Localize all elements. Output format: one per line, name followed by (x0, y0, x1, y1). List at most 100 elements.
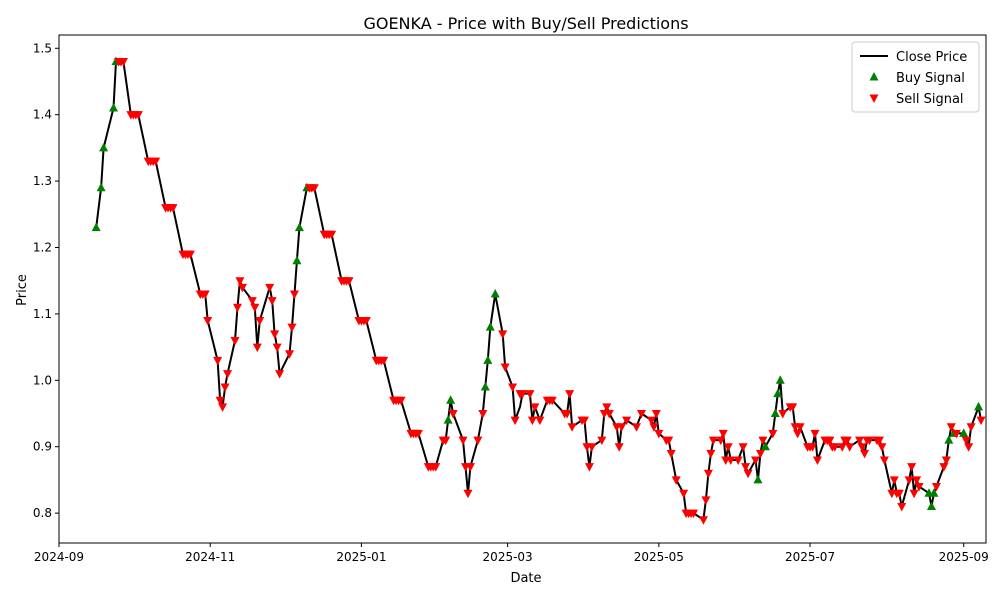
sell-signal-marker (941, 456, 951, 465)
sell-signal-marker (285, 350, 295, 359)
sell-signal-marker (708, 436, 718, 446)
y-axis: 0.8 0.9 1.0 1.1 1.2 1.3 1.4 1.5 (33, 41, 59, 520)
sell-signal-marker (671, 476, 681, 485)
sell-signal-marker (151, 157, 161, 167)
x-axis-label: Date (510, 571, 541, 586)
close-price-line (95, 60, 982, 521)
legend-label: Close Price (896, 50, 967, 65)
sell-signal-marker (904, 476, 914, 485)
sell-signal-marker (463, 489, 473, 499)
sell-signal-marker (879, 456, 889, 465)
sell-signal-marker (327, 230, 337, 240)
sell-signal-marker (939, 463, 949, 472)
sell-signal-marker (632, 423, 642, 432)
buy-signal-marker (773, 388, 783, 398)
sell-signal-marker (966, 423, 976, 432)
sell-signal-marker (465, 463, 475, 472)
sell-signal-marker (755, 449, 765, 459)
buy-signal-marker (770, 408, 780, 418)
sell-signal-marker (235, 277, 245, 286)
sell-signal-marker (689, 509, 699, 519)
sell-signal-marker (133, 111, 143, 120)
x-tick-label: 2025-07 (785, 550, 835, 564)
sell-signal-marker (267, 297, 277, 306)
buy-signal-marker (480, 381, 490, 391)
sell-signal-marker (270, 330, 280, 339)
sell-signal-marker (964, 443, 974, 452)
sell-signal-marker (565, 390, 575, 399)
y-tick-label: 1.0 (33, 373, 52, 387)
sell-signal-marker (203, 317, 213, 326)
sell-signal-marker (909, 489, 919, 499)
sell-signal-marker (664, 436, 674, 446)
sell-signal-marker (651, 410, 661, 419)
sell-signal-marker (946, 423, 956, 432)
buy-signal-marker (753, 474, 763, 484)
sell-signal-marker (218, 403, 228, 412)
sell-signal-marker (579, 416, 589, 426)
signal-marker-layer (91, 56, 986, 525)
sell-signal-marker (510, 416, 520, 426)
sell-signal-marker (344, 277, 354, 286)
sell-signal-marker (527, 416, 537, 426)
buy-signal-marker (974, 401, 984, 411)
x-axis: 2024-09 2024-11 2025-01 2025-03 2025-05 2025-… (34, 543, 989, 564)
sell-signal-marker (793, 429, 803, 439)
sell-signal-marker (698, 516, 708, 525)
x-tick-label: 2025-03 (483, 550, 533, 564)
sell-signal-marker (168, 204, 178, 213)
sell-signal-marker (223, 370, 233, 379)
sell-signal-marker (636, 410, 646, 419)
sell-signal-marker (252, 343, 262, 353)
sell-signal-marker (265, 283, 275, 293)
buy-signal-marker (490, 288, 500, 298)
buy-signal-marker (959, 428, 969, 437)
buy-signal-marker (99, 142, 109, 152)
sell-signal-marker (617, 423, 627, 432)
sell-signal-marker (845, 443, 855, 452)
sell-signal-marker (584, 463, 594, 472)
buy-signal-marker (91, 222, 101, 232)
legend-sell-swatch (869, 94, 879, 103)
sell-signal-marker (894, 489, 904, 499)
buy-signal-marker (109, 103, 119, 112)
buy-signal-marker (929, 488, 939, 497)
sell-signal-marker (830, 443, 840, 452)
sell-signal-marker (215, 396, 225, 406)
y-tick-label: 1.2 (33, 240, 52, 254)
sell-signal-marker (743, 469, 753, 479)
sell-signal-marker (768, 429, 778, 439)
sell-signal-marker (185, 250, 195, 260)
sell-signal-marker (701, 496, 711, 505)
sell-signal-marker (865, 436, 875, 446)
sell-signal-marker (837, 443, 847, 452)
sell-signal-marker (361, 317, 371, 326)
sell-signal-marker (604, 410, 614, 419)
x-tick-label: 2025-09 (939, 550, 989, 564)
buy-signal-marker (294, 222, 304, 232)
legend-buy-swatch (869, 72, 879, 81)
sell-signal-marker (654, 429, 664, 439)
close-price-layer (95, 60, 982, 521)
sell-signal-marker (976, 416, 986, 426)
sell-signal-marker (807, 443, 817, 452)
sell-signal-marker (247, 297, 257, 306)
sell-signal-marker (289, 290, 299, 299)
sell-signal-marker (413, 429, 423, 439)
sell-signal-marker (547, 396, 557, 406)
plot-area (91, 56, 986, 525)
sell-signal-marker (951, 429, 961, 439)
y-tick-label: 1.3 (33, 174, 52, 188)
y-tick-label: 0.8 (33, 506, 52, 520)
sell-signal-marker (716, 436, 726, 446)
x-tick-label: 2025-05 (634, 550, 684, 564)
sell-signal-marker (912, 476, 922, 485)
legend-label: Buy Signal (896, 71, 965, 86)
sell-signal-marker (431, 463, 441, 472)
x-tick-label: 2024-09 (34, 550, 84, 564)
sell-signal-marker (232, 303, 242, 313)
y-tick-label: 1.5 (33, 41, 52, 55)
legend-label: Sell Signal (896, 92, 964, 107)
buy-signal-marker (926, 501, 936, 510)
buy-signal-marker (443, 415, 453, 424)
